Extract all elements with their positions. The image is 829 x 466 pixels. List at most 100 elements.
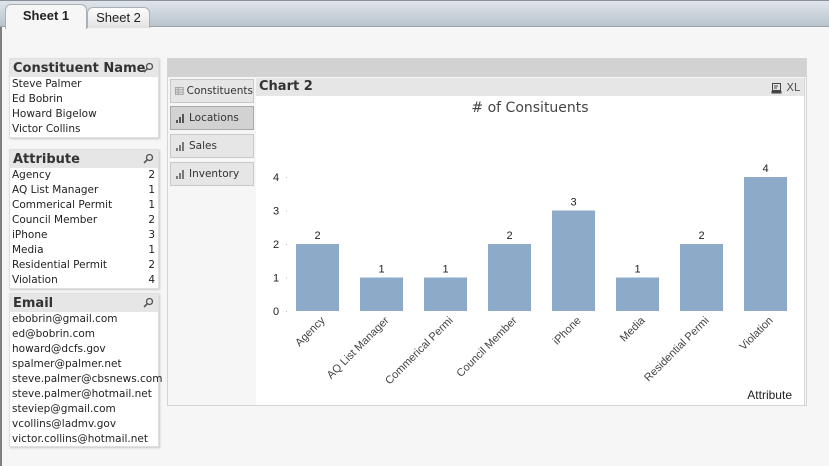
bar[interactable] — [424, 277, 467, 312]
list-item[interactable]: iPhone 3 — [10, 228, 158, 243]
list-item-label: spalmer@palmer.net — [12, 358, 122, 370]
list-item-label: ebobrin@gmail.com — [12, 313, 118, 325]
container-tab-label: Inventory — [189, 168, 240, 180]
container-tab-label: Constituents — [186, 85, 253, 97]
container-tab-inventory[interactable]: Inventory — [170, 162, 254, 186]
list-item-label: ed@bobrin.com — [12, 328, 96, 340]
list-item-count: 1 — [148, 244, 155, 256]
container-tab-sales[interactable]: Sales — [170, 134, 254, 158]
bar-chart-icon — [176, 170, 184, 179]
bar[interactable] — [360, 277, 403, 312]
list-item[interactable]: Agency 2 — [10, 168, 158, 183]
list-item[interactable]: Howard Bigelow — [10, 107, 158, 122]
list-item[interactable]: steviep@gmail.com — [10, 402, 158, 417]
tab-sheet-1[interactable]: Sheet 1 — [5, 4, 87, 29]
container-tab-label: Locations — [189, 112, 239, 124]
container-tab-label: Sales — [189, 140, 217, 152]
list-item-label: Residential Permit — [12, 259, 107, 271]
list-item-count: 2 — [148, 169, 155, 181]
list-item-label: steve.palmer@hotmail.net — [12, 388, 152, 400]
listbox-title: Constituent Name — [13, 61, 146, 76]
table-icon — [175, 87, 184, 95]
x-tick-label: Violation — [737, 315, 775, 353]
list-item[interactable]: ebobrin@gmail.com — [10, 312, 158, 327]
bar-value-label: 4 — [762, 163, 768, 175]
list-item[interactable]: Residential Permit 2 — [10, 258, 158, 273]
attribute-listbox: Attribute Agency 2 AQ List Manager 1 Comme… — [9, 149, 159, 289]
list-item[interactable]: AQ List Manager 1 — [10, 183, 158, 198]
list-item-count: 1 — [148, 184, 155, 196]
x-tick-label: Council Member — [455, 314, 520, 379]
chart-caption: Chart 2 XL — [256, 78, 804, 96]
list-item[interactable]: steve.palmer@hotmail.net — [10, 387, 158, 402]
listbox-title: Attribute — [13, 152, 80, 167]
constituent-name-listbox: Constituent Name Steve Palmer Ed Bobrin … — [9, 58, 159, 138]
list-item-count: 2 — [148, 259, 155, 271]
bar[interactable] — [296, 244, 339, 311]
container-object: Constituents Locations Sales Inventory C… — [167, 58, 807, 406]
y-tick-label: 2 — [273, 239, 279, 251]
y-tick-mark — [286, 177, 287, 178]
chart-caption-title: Chart 2 — [259, 79, 313, 94]
bar[interactable] — [552, 210, 595, 312]
list-item[interactable]: Steve Palmer — [10, 77, 158, 92]
list-item-label: Steve Palmer — [12, 78, 82, 90]
list-item-label: vcollins@ladmv.gov — [12, 418, 117, 430]
window-left-border — [0, 27, 2, 466]
x-tick-label: AQ List Manager — [325, 314, 392, 381]
search-icon[interactable] — [143, 153, 154, 164]
bar-chart-icon — [176, 114, 184, 123]
list-item-label: Howard Bigelow — [12, 108, 97, 120]
bar[interactable] — [680, 244, 723, 311]
container-tab-constituents[interactable]: Constituents — [170, 79, 254, 103]
search-icon[interactable] — [143, 297, 154, 308]
bar-value-label: 1 — [442, 264, 448, 276]
container-tab-locations[interactable]: Locations — [170, 106, 254, 130]
list-item-count: 1 — [148, 199, 155, 211]
y-tick-label: 3 — [273, 206, 279, 218]
list-item[interactable]: Council Member 2 — [10, 213, 158, 228]
bar[interactable] — [616, 277, 659, 312]
x-axis-label: Attribute — [747, 388, 792, 402]
y-tick-mark — [286, 277, 287, 279]
printer-icon[interactable] — [771, 82, 782, 94]
y-tick-label: 1 — [273, 273, 279, 285]
bar-value-label: 2 — [314, 230, 320, 242]
list-item[interactable]: ed@bobrin.com — [10, 327, 158, 342]
list-item-label: Victor Collins — [12, 123, 81, 135]
list-item-label: steviep@gmail.com — [12, 403, 116, 415]
list-item[interactable]: Ed Bobrin — [10, 92, 158, 107]
bar[interactable] — [744, 177, 787, 311]
list-item-label: AQ List Manager — [12, 184, 99, 196]
chart-title: # of Consituents — [471, 100, 589, 116]
search-icon[interactable] — [143, 62, 154, 73]
listbox-header: Constituent Name — [10, 59, 158, 77]
list-item[interactable]: Commerical Permit 1 — [10, 198, 158, 213]
list-item-count: 2 — [148, 214, 155, 226]
list-item[interactable]: Victor Collins — [10, 122, 158, 137]
list-item-count: 4 — [148, 274, 155, 286]
list-item[interactable]: spalmer@palmer.net — [10, 357, 158, 372]
chart-object[interactable]: Chart 2 XL # of Consituents 0 1 2 3 4 2 Agency… — [256, 78, 805, 405]
email-listbox: Email ebobrin@gmail.com ed@bobrin.com ho… — [9, 293, 162, 447]
bar-value-label: 1 — [634, 264, 640, 276]
send-to-excel-button[interactable]: XL — [786, 81, 800, 94]
x-tick-label: Commerical Permi — [383, 315, 455, 387]
bar-value-label: 2 — [698, 230, 704, 242]
list-item-label: Media — [12, 244, 44, 256]
list-item-label: iPhone — [12, 229, 48, 241]
bar-value-label: 1 — [378, 264, 384, 276]
bar-chart-icon — [176, 142, 184, 151]
y-tick-label: 0 — [273, 306, 279, 318]
tab-sheet-2[interactable]: Sheet 2 — [87, 7, 150, 28]
listbox-title: Email — [13, 296, 54, 311]
list-item[interactable]: victor.collins@hotmail.net — [10, 432, 158, 447]
list-item[interactable]: Violation 4 — [10, 273, 158, 288]
x-tick-label: Agency — [293, 314, 328, 349]
list-item[interactable]: Media 1 — [10, 243, 158, 258]
list-item[interactable]: vcollins@ladmv.gov — [10, 417, 158, 432]
list-item[interactable]: howard@dcfs.gov — [10, 342, 158, 357]
bar[interactable] — [488, 244, 531, 311]
list-item[interactable]: steve.palmer@cbsnews.com — [10, 372, 162, 387]
y-tick-mark — [286, 210, 287, 212]
